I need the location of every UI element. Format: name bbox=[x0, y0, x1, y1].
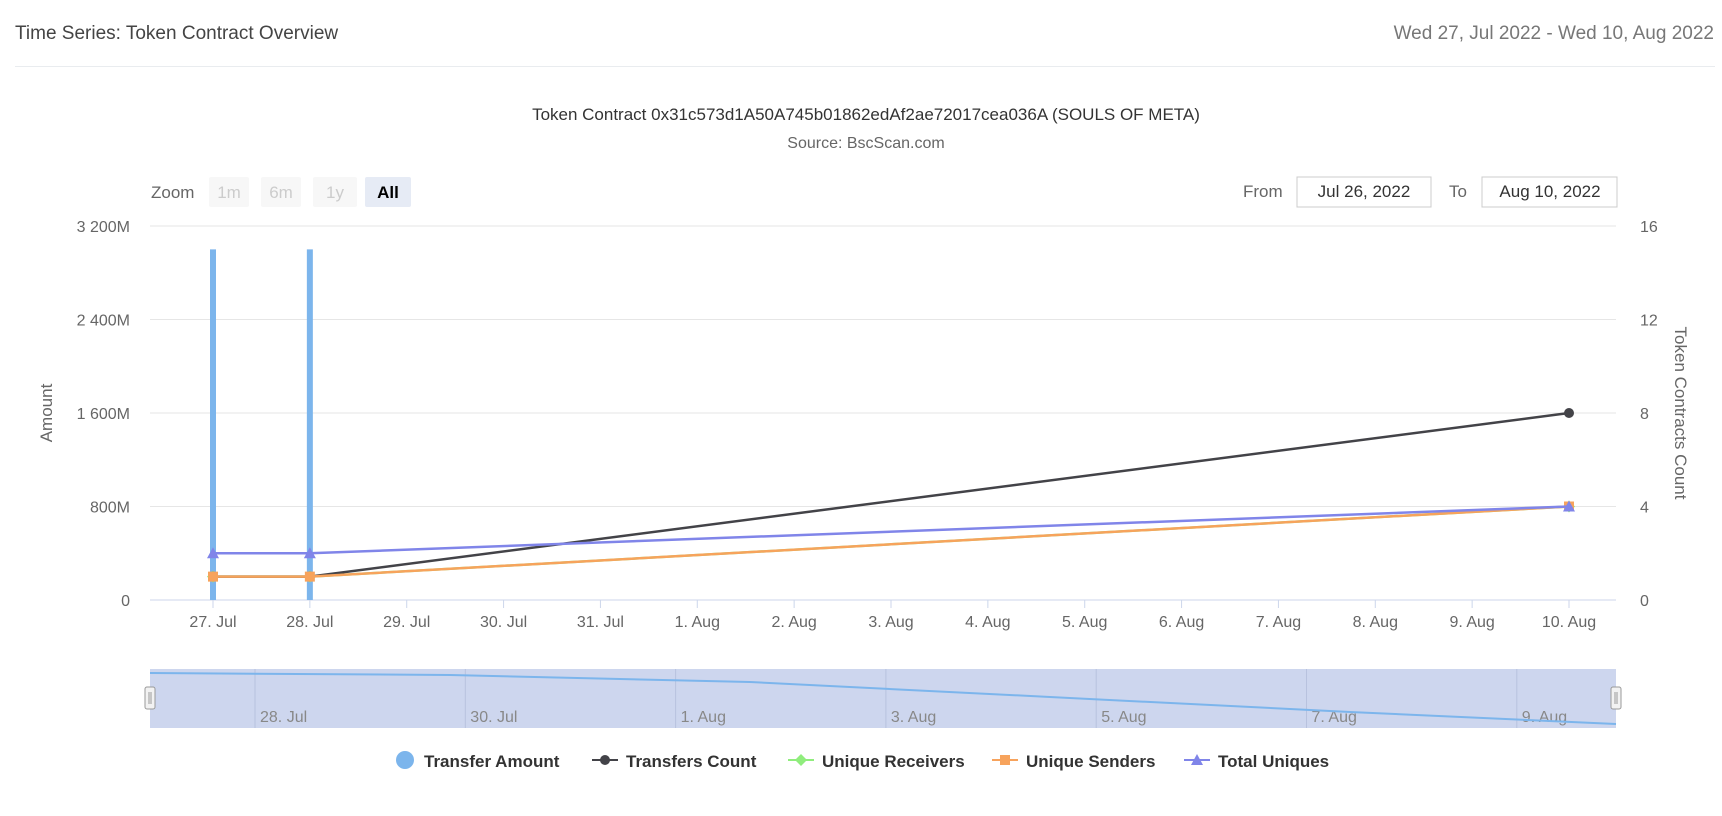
transfers-count-series bbox=[208, 408, 1574, 582]
total-uniques-point bbox=[1563, 500, 1575, 512]
y-axis-left: 0 800M 1 600M 2 400M 3 200M bbox=[77, 219, 130, 610]
legend-item-transfers-count[interactable]: Transfers Count bbox=[592, 752, 757, 771]
zoom-button-all-label: All bbox=[377, 183, 399, 202]
y-right-tick-label: 4 bbox=[1640, 500, 1649, 517]
y-right-tick-label: 0 bbox=[1640, 593, 1649, 610]
legend-item-total-uniques[interactable]: Total Uniques bbox=[1184, 752, 1329, 771]
x-tick-label: 6. Aug bbox=[1159, 614, 1204, 631]
navigator[interactable]: 28. Jul 30. Jul 1. Aug 3. Aug 5. Aug 7. Aug 9.… bbox=[144, 669, 1622, 728]
legend-symbol bbox=[396, 751, 414, 769]
from-date-value: Jul 26, 2022 bbox=[1318, 182, 1411, 201]
legend-label: Transfer Amount bbox=[424, 752, 560, 771]
legend-item-unique-senders[interactable]: Unique Senders bbox=[992, 752, 1155, 771]
from-label: From bbox=[1243, 182, 1283, 201]
navigator-label: 30. Jul bbox=[470, 709, 517, 726]
zoom-button-all[interactable]: All bbox=[365, 177, 411, 207]
unique-senders-point bbox=[304, 571, 315, 582]
transfers-count-line bbox=[213, 411, 1570, 578]
zoom-button-1m[interactable]: 1m bbox=[209, 177, 249, 207]
y-left-tick-label: 1 600M bbox=[77, 406, 130, 423]
legend-label: Transfers Count bbox=[626, 752, 757, 771]
zoom-button-6m-label: 6m bbox=[269, 183, 293, 202]
date-range: Wed 27, Jul 2022 - Wed 10, Aug 2022 bbox=[1393, 23, 1714, 44]
line-series bbox=[207, 408, 1575, 583]
y-axis-right: 0 4 8 12 16 bbox=[1640, 219, 1658, 610]
zoom-button-1m-label: 1m bbox=[217, 183, 241, 202]
x-axis: 27. Jul 28. Jul 29. Jul 30. Jul 31. Jul 1. Au… bbox=[189, 600, 1596, 631]
navigator-label: 28. Jul bbox=[260, 709, 307, 726]
transfer-amount-bar bbox=[210, 249, 216, 600]
x-tick-label: 5. Aug bbox=[1062, 614, 1107, 631]
y-left-tick-label: 800M bbox=[90, 500, 130, 517]
y-right-tick-label: 8 bbox=[1640, 406, 1649, 423]
x-tick-label: 4. Aug bbox=[965, 614, 1010, 631]
panel-title: Time Series: Token Contract Overview bbox=[15, 23, 339, 44]
y-right-tick-label: 16 bbox=[1640, 219, 1658, 236]
legend-symbol bbox=[1000, 755, 1010, 765]
unique-senders-line bbox=[213, 505, 1570, 578]
chart-title: Token Contract 0x31c573d1A50A745b01862ed… bbox=[532, 105, 1200, 124]
x-tick-label: 2. Aug bbox=[771, 614, 816, 631]
legend-label: Unique Receivers bbox=[822, 752, 965, 771]
from-date-input[interactable]: Jul 26, 2022 bbox=[1296, 176, 1432, 208]
to-label: To bbox=[1449, 182, 1467, 201]
zoom-label: Zoom bbox=[151, 183, 194, 202]
total-uniques-point bbox=[303, 547, 316, 559]
legend: Transfer Amount Transfers Count Unique Rec… bbox=[396, 751, 1329, 771]
x-tick-label: 8. Aug bbox=[1353, 614, 1398, 631]
legend-label: Unique Senders bbox=[1026, 752, 1155, 771]
total-uniques-series bbox=[207, 500, 1575, 559]
navigator-label: 5. Aug bbox=[1101, 709, 1146, 726]
navigator-label: 7. Aug bbox=[1312, 709, 1357, 726]
legend-symbol bbox=[795, 754, 807, 766]
transfers-count-point bbox=[1564, 408, 1574, 418]
y-left-tick-label: 2 400M bbox=[77, 313, 130, 330]
x-tick-label: 28. Jul bbox=[286, 614, 333, 631]
legend-item-unique-receivers[interactable]: Unique Receivers bbox=[788, 752, 965, 771]
range-selector: Zoom 1m 6m 1y All From Jul 26, 2022 To A… bbox=[151, 176, 1618, 208]
navigator-handle-right[interactable] bbox=[1610, 686, 1622, 710]
to-date-value: Aug 10, 2022 bbox=[1499, 182, 1600, 201]
chart-subtitle: Source: BscScan.com bbox=[787, 135, 944, 152]
navigator-label: 3. Aug bbox=[891, 709, 936, 726]
zoom-button-1y-label: 1y bbox=[326, 183, 344, 202]
navigator-handle-left[interactable] bbox=[144, 686, 156, 710]
y-axis-left-title: Amount bbox=[37, 383, 56, 442]
navigator-label: 1. Aug bbox=[681, 709, 726, 726]
legend-item-transfer-amount[interactable]: Transfer Amount bbox=[396, 751, 560, 771]
total-uniques-line bbox=[213, 505, 1570, 555]
x-tick-label: 1. Aug bbox=[675, 614, 720, 631]
navigator-background bbox=[150, 669, 1616, 728]
zoom-button-1y[interactable]: 1y bbox=[313, 177, 357, 207]
to-date-input[interactable]: Aug 10, 2022 bbox=[1481, 176, 1618, 208]
x-tick-label: 3. Aug bbox=[868, 614, 913, 631]
y-right-tick-label: 12 bbox=[1640, 313, 1658, 330]
x-tick-label: 7. Aug bbox=[1256, 614, 1301, 631]
legend-symbol bbox=[1191, 754, 1203, 765]
navigator-series-line bbox=[149, 672, 1617, 725]
x-tick-label: 31. Jul bbox=[577, 614, 624, 631]
x-tick-label: 9. Aug bbox=[1449, 614, 1494, 631]
x-tick-label: 10. Aug bbox=[1542, 614, 1596, 631]
legend-symbol bbox=[600, 755, 610, 765]
y-axis-right-title: Token Contracts Count bbox=[1671, 327, 1690, 500]
transfer-amount-series bbox=[210, 249, 313, 600]
transfer-amount-bar bbox=[306, 249, 313, 600]
legend-label: Total Uniques bbox=[1218, 752, 1329, 771]
y-left-tick-label: 0 bbox=[121, 593, 130, 610]
x-tick-label: 29. Jul bbox=[383, 614, 430, 631]
header-divider bbox=[15, 66, 1715, 67]
unique-senders-point bbox=[208, 571, 218, 582]
y-left-tick-label: 3 200M bbox=[77, 219, 130, 236]
zoom-button-6m[interactable]: 6m bbox=[261, 177, 301, 207]
panel-header: Time Series: Token Contract Overview Wed… bbox=[0, 0, 1722, 66]
x-tick-label: 27. Jul bbox=[189, 614, 236, 631]
x-tick-label: 30. Jul bbox=[480, 614, 527, 631]
total-uniques-point bbox=[207, 547, 219, 559]
grid bbox=[150, 225, 1616, 601]
navigator-label: 9. Aug bbox=[1522, 709, 1567, 726]
